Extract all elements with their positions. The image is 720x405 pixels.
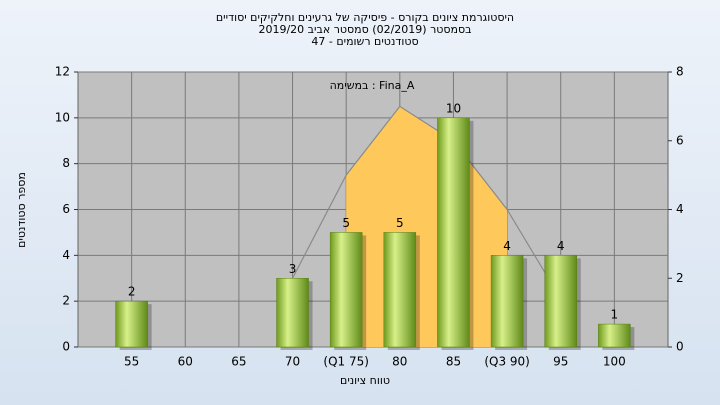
y-tick-label: 2	[62, 294, 70, 308]
data-label: 2	[128, 285, 136, 299]
y2-tick-label: 8	[676, 65, 684, 79]
y2-tick-label: 4	[676, 202, 684, 216]
x-tick-label: (Q1 75)	[323, 355, 369, 369]
x-tick-label: 85	[446, 355, 461, 369]
data-label: 3	[289, 262, 297, 276]
bar	[490, 255, 524, 348]
annotation: במשימה : Fina_A	[330, 79, 415, 92]
chart-title: היסטוגרמת ציונים בקורס - פיסיקה של גרעינ…	[216, 11, 514, 24]
y2-tick-label: 6	[676, 133, 684, 147]
data-label: 5	[396, 216, 404, 230]
data-label: 1	[611, 308, 619, 322]
y-tick-label: 10	[55, 110, 70, 124]
x-tick-label: 70	[285, 355, 300, 369]
chart-subtitle: בסמסטר (02/2019) סמסטר אביב 2019/20	[258, 23, 471, 36]
bar	[598, 323, 631, 348]
y-tick-label: 12	[55, 65, 70, 79]
y-axis-label: מספר סטודנטים	[15, 172, 28, 248]
bar	[276, 278, 309, 348]
x-tick-label: 80	[392, 355, 407, 369]
x-tick-label: (Q3 90)	[484, 355, 530, 369]
bar	[115, 300, 148, 348]
y-tick-label: 8	[62, 156, 70, 170]
y-tick-label: 0	[62, 340, 70, 354]
y-tick-label: 4	[62, 248, 70, 262]
data-label: 4	[557, 239, 565, 253]
line	[292, 105, 562, 300]
data-label: 5	[342, 216, 350, 230]
data-label: 10	[446, 101, 461, 115]
bar	[383, 232, 417, 348]
y2-tick-label: 0	[676, 340, 684, 354]
y-tick-label: 6	[62, 202, 70, 216]
bar	[437, 117, 470, 348]
bar	[544, 255, 577, 348]
chart-subtitle: סטודנטים רשומים - 47	[311, 35, 418, 48]
x-axis-label: טווח ציונים	[340, 374, 390, 387]
x-tick-label: 55	[124, 355, 139, 369]
bar	[329, 232, 363, 348]
y2-tick-label: 2	[676, 271, 684, 285]
x-tick-label: 65	[231, 355, 246, 369]
x-tick-label: 95	[553, 355, 568, 369]
data-label: 4	[503, 239, 511, 253]
x-tick-label: 100	[603, 355, 626, 369]
x-tick-label: 60	[178, 355, 193, 369]
